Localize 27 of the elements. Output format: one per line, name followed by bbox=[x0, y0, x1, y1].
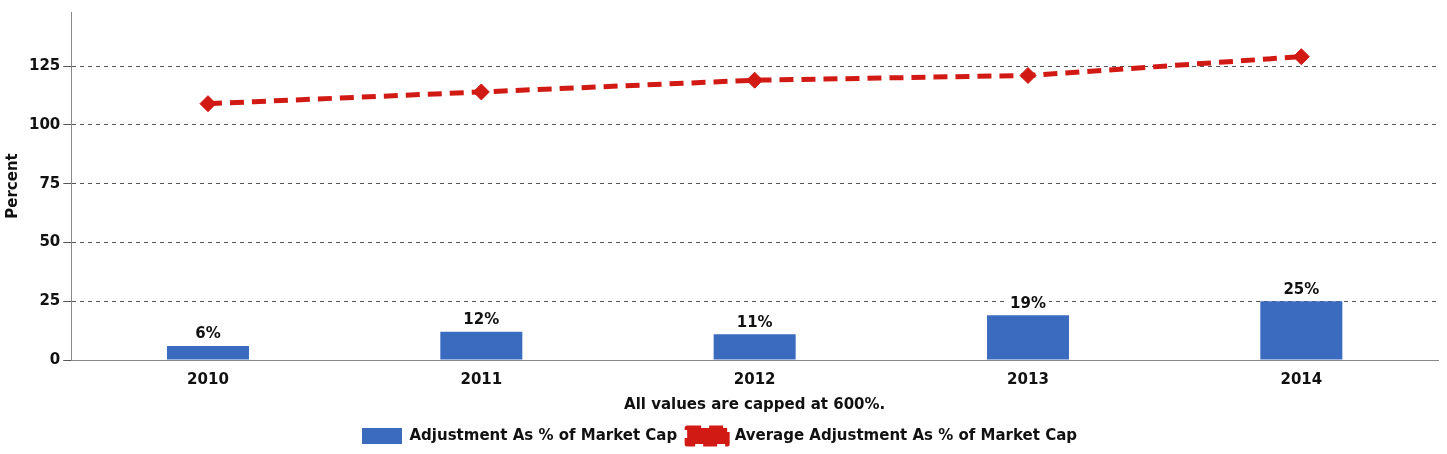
legend-label: Average Adjustment As % of Market Cap bbox=[734, 425, 1078, 444]
y-axis-title: Percent bbox=[2, 153, 21, 219]
x-tick-label: 2011 bbox=[460, 369, 503, 388]
bar bbox=[986, 315, 1069, 360]
bar bbox=[440, 331, 523, 360]
legend-label: Adjustment As % of Market Cap bbox=[409, 425, 678, 444]
data-label: 6% bbox=[195, 324, 221, 343]
point bbox=[1019, 66, 1037, 84]
y-tick-label: 125 bbox=[29, 55, 61, 74]
y-tick-label: 75 bbox=[39, 173, 61, 192]
y-tick-label: 100 bbox=[29, 114, 61, 133]
data-label: 25% bbox=[1283, 279, 1320, 298]
x-tick-label: 2014 bbox=[1280, 369, 1323, 388]
x-tick-label: 2010 bbox=[187, 369, 229, 388]
y-tick-label: 50 bbox=[39, 232, 61, 251]
y-tick-label: 25 bbox=[39, 291, 61, 310]
x-tick-label: 2013 bbox=[1007, 369, 1049, 388]
data-label: 11% bbox=[736, 312, 773, 331]
data-label: 19% bbox=[1010, 293, 1046, 312]
x-tick-label: 2012 bbox=[733, 369, 776, 388]
bar bbox=[1260, 301, 1343, 360]
bar bbox=[713, 334, 796, 360]
bar bbox=[166, 345, 249, 360]
text: All values are capped at 600%. bbox=[624, 394, 886, 413]
point bbox=[199, 95, 217, 113]
y-tick-label: 0 bbox=[49, 349, 61, 368]
data-label: 12% bbox=[463, 310, 500, 329]
